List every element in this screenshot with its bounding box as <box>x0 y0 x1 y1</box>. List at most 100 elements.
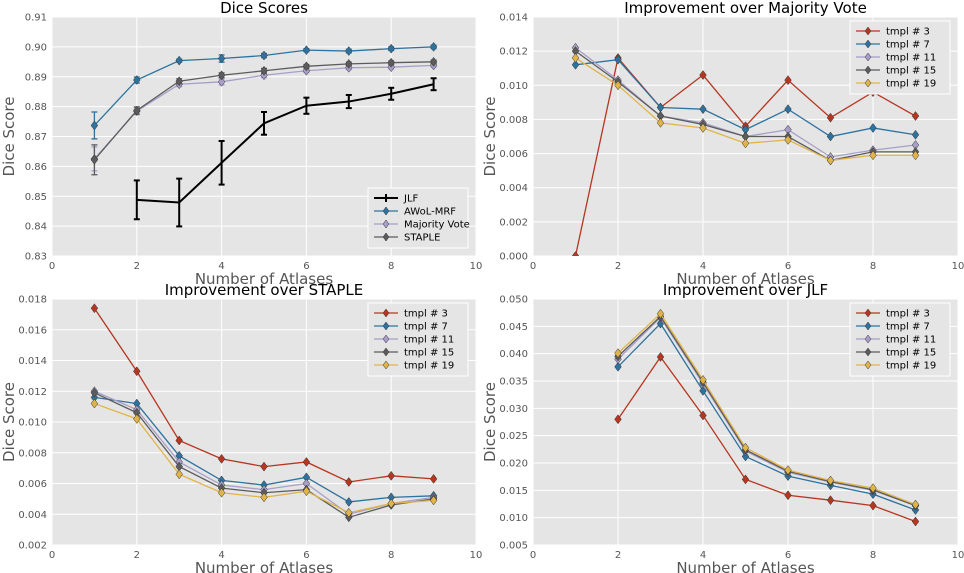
legend-label-majority-vote: Majority Vote <box>404 220 470 231</box>
legend-label-tmpl-7: tmpl # 7 <box>886 322 930 333</box>
y-tick-label: 0.018 <box>18 295 47 306</box>
x-tick-label: 0 <box>49 550 55 561</box>
legend-marker-tmpl-3 <box>864 308 872 318</box>
data-point-staple <box>260 65 268 76</box>
data-point-tmpl-19 <box>826 155 835 166</box>
y-tick-label: 0.012 <box>18 387 47 398</box>
data-point-tmpl-3 <box>826 112 835 123</box>
data-point-tmpl-19 <box>429 495 438 506</box>
data-point-awol-mrf <box>387 43 395 54</box>
legend-marker-tmpl-3 <box>382 308 390 318</box>
legend-label-awol-mrf: AWoL-MRF <box>404 207 456 218</box>
y-tick-label: 0.002 <box>18 541 47 552</box>
legend-label-tmpl-15: tmpl # 15 <box>886 348 936 359</box>
x-axis-label: Number of Atlases <box>195 270 334 288</box>
x-tick-label: 4 <box>218 261 224 272</box>
x-tick-label: 6 <box>303 261 309 272</box>
y-tick-label: 0.050 <box>499 295 528 306</box>
y-tick-label: 0.030 <box>499 404 528 415</box>
data-point-tmpl-7 <box>699 104 707 115</box>
legend-marker-tmpl-11 <box>382 334 390 344</box>
data-point-tmpl-3 <box>175 435 183 446</box>
data-point-majority-vote <box>217 76 226 87</box>
series-line-tmpl-15 <box>617 315 916 507</box>
data-point-tmpl-19 <box>699 123 707 133</box>
x-tick-label: 6 <box>785 550 791 561</box>
data-point-tmpl-19 <box>260 492 268 503</box>
legend-label-tmpl-19: tmpl # 19 <box>886 361 936 372</box>
legend-label-tmpl-3: tmpl # 3 <box>886 27 930 38</box>
data-point-tmpl-3 <box>302 457 311 467</box>
x-tick-label: 4 <box>700 550 706 561</box>
y-tick-label: 0.87 <box>25 132 47 143</box>
series-group <box>90 303 438 523</box>
legend-label-tmpl-11: tmpl # 11 <box>886 53 936 64</box>
legend: JLF AWoL-MRF Majority Vote STAPLE <box>367 187 470 249</box>
x-tick-label: 0 <box>530 261 536 272</box>
y-tick-label: 0.008 <box>499 115 528 126</box>
chart-improvement-over-jlf: 0 2 4 6 8 10 0.005 0.010 0.015 0.020 0.025 0.030 0.0… <box>481 281 964 573</box>
y-tick-label: 0.020 <box>499 459 528 470</box>
data-point-awol-mrf <box>260 50 268 61</box>
data-point-tmpl-3 <box>911 111 920 121</box>
legend-label-tmpl-19: tmpl # 19 <box>404 361 454 372</box>
legend-marker-tmpl-15 <box>382 347 390 357</box>
x-tick-label: 2 <box>134 550 140 561</box>
data-point-tmpl-7 <box>699 385 707 396</box>
data-point-tmpl-3 <box>429 473 438 484</box>
data-point-tmpl-3 <box>260 461 268 472</box>
legend-label-tmpl-15: tmpl # 15 <box>404 348 454 359</box>
chart-title: Improvement over STAPLE <box>165 281 364 299</box>
legend-marker-tmpl-11 <box>864 52 872 62</box>
legend-label-tmpl-3: tmpl # 3 <box>886 309 930 320</box>
y-tick-label: 0.91 <box>25 13 47 24</box>
data-point-tmpl-3 <box>571 251 580 256</box>
legend-marker-staple <box>382 232 390 242</box>
x-tick-label: 0 <box>49 261 55 272</box>
y-tick-label: 0.000 <box>499 252 528 263</box>
legend-label-tmpl-15: tmpl # 15 <box>886 66 936 77</box>
data-point-tmpl-3 <box>869 500 877 511</box>
data-point-tmpl-19 <box>699 374 707 385</box>
chart-title: Dice Scores <box>220 0 308 17</box>
x-tick-label: 10 <box>952 550 964 561</box>
x-axis-label: Number of Atlases <box>676 270 815 288</box>
x-tick-label: 10 <box>470 550 483 561</box>
series-line-tmpl-7 <box>617 322 916 511</box>
chart-improvement-over-staple: 0 2 4 6 8 10 0.002 0.004 0.006 0.008 0.010 0.012 0.0… <box>0 281 482 573</box>
data-point-staple <box>302 61 311 72</box>
data-point-staple <box>175 76 183 87</box>
y-axis-label: Dice Score <box>0 382 18 462</box>
data-point-awol-mrf <box>302 45 311 56</box>
x-tick-label: 2 <box>134 261 140 272</box>
data-point-awol-mrf <box>217 53 226 64</box>
data-point-staple <box>90 154 99 165</box>
data-point-tmpl-7 <box>345 497 353 507</box>
legend: tmpl # 3 tmpl # 7 tmpl # 11 tmpl # 15 tmpl #… <box>849 302 951 377</box>
chart-dice-scores: 0 2 4 6 8 10 0.83 0.84 0.85 0.86 0.87 0.88 0.89 0.90 0… <box>0 0 482 288</box>
y-tick-label: 0.84 <box>25 222 47 233</box>
y-tick-label: 0.035 <box>499 377 528 388</box>
data-point-tmpl-3 <box>217 453 226 464</box>
legend-label-tmpl-11: tmpl # 11 <box>404 335 454 346</box>
y-tick-label: 0.006 <box>499 149 528 160</box>
x-tick-label: 6 <box>303 550 309 561</box>
data-point-staple <box>133 105 141 116</box>
y-tick-label: 0.045 <box>499 322 528 333</box>
y-tick-label: 0.016 <box>18 325 47 336</box>
data-point-tmpl-19 <box>387 498 395 509</box>
y-tick-label: 0.040 <box>499 349 528 360</box>
data-point-tmpl-7 <box>571 59 580 70</box>
y-tick-label: 0.008 <box>18 448 47 459</box>
data-point-tmpl-3 <box>614 414 622 425</box>
x-tick-label: 6 <box>785 261 791 272</box>
legend-marker-majority-vote <box>382 219 390 229</box>
legend-marker-tmpl-11 <box>864 334 872 344</box>
y-tick-label: 0.005 <box>499 541 528 552</box>
legend-marker-tmpl-7 <box>382 321 390 331</box>
data-point-tmpl-19 <box>571 53 580 63</box>
data-point-tmpl-19 <box>217 487 226 498</box>
data-point-tmpl-3 <box>911 516 920 527</box>
data-point-tmpl-19 <box>869 150 877 161</box>
